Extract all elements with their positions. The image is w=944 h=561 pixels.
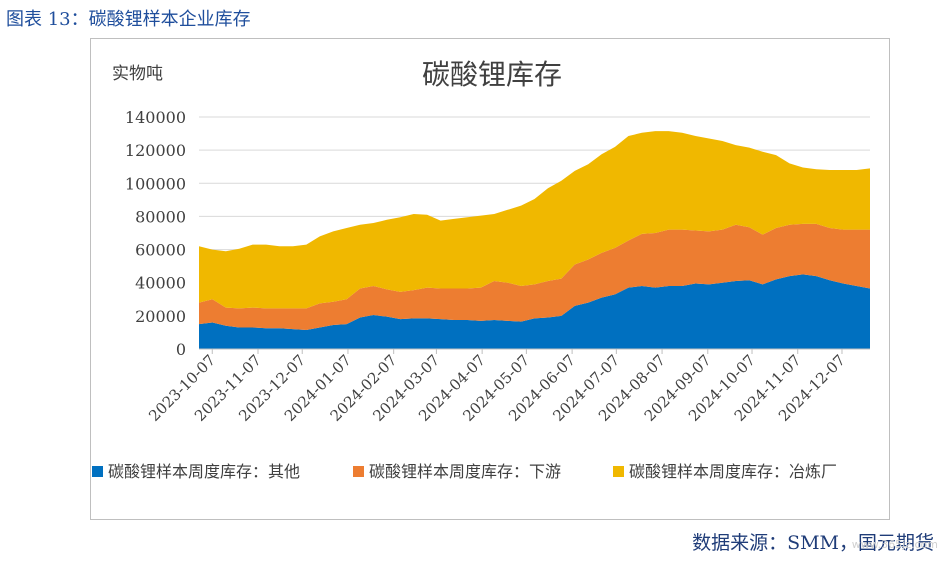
figure-caption: 图表 13：碳酸锂样本企业库存 — [6, 9, 251, 30]
legend-swatch-3 — [613, 466, 624, 477]
y-tick-labels: 0 20000 40000 60000 80000 100000 120000 140000 — [125, 108, 186, 359]
legend-swatch-1 — [92, 466, 103, 477]
legend-swatch-2 — [353, 466, 364, 477]
legend-label-3: 碳酸锂样本周度库存：冶炼厂 — [629, 462, 837, 481]
legend-label-1: 碳酸锂样本周度库存：其他 — [108, 462, 300, 481]
axes — [199, 348, 870, 354]
y-tick-label: 100000 — [125, 174, 186, 193]
y-tick-label: 40000 — [135, 274, 186, 293]
y-axis-label: 实物吨 — [112, 64, 163, 84]
y-tick-label: 120000 — [125, 141, 186, 160]
series-area-1 — [199, 274, 870, 349]
legend-label-2: 碳酸锂样本周度库存：下游 — [369, 462, 561, 481]
y-tick-label: 60000 — [135, 241, 186, 260]
y-tick-label: 140000 — [125, 108, 186, 127]
legend: 碳酸锂样本周度库存：其他 碳酸锂样本周度库存：下游 碳酸锂样本周度库存：冶炼厂 — [92, 462, 837, 481]
series-areas — [199, 131, 870, 349]
series-area-2 — [199, 223, 870, 330]
y-tick-label: 20000 — [135, 307, 186, 326]
x-tick-labels: 2023-10-072023-11-072023-12-072024-01-07… — [145, 351, 849, 425]
series-area-3 — [199, 131, 870, 309]
source-note: 数据来源：SMM，国元期货 — [692, 532, 934, 554]
y-tick-label: 0 — [176, 340, 186, 359]
chart-title: 碳酸锂库存 — [422, 58, 562, 91]
y-tick-label: 80000 — [135, 207, 186, 226]
watermark: www.365jz.com — [851, 538, 938, 551]
